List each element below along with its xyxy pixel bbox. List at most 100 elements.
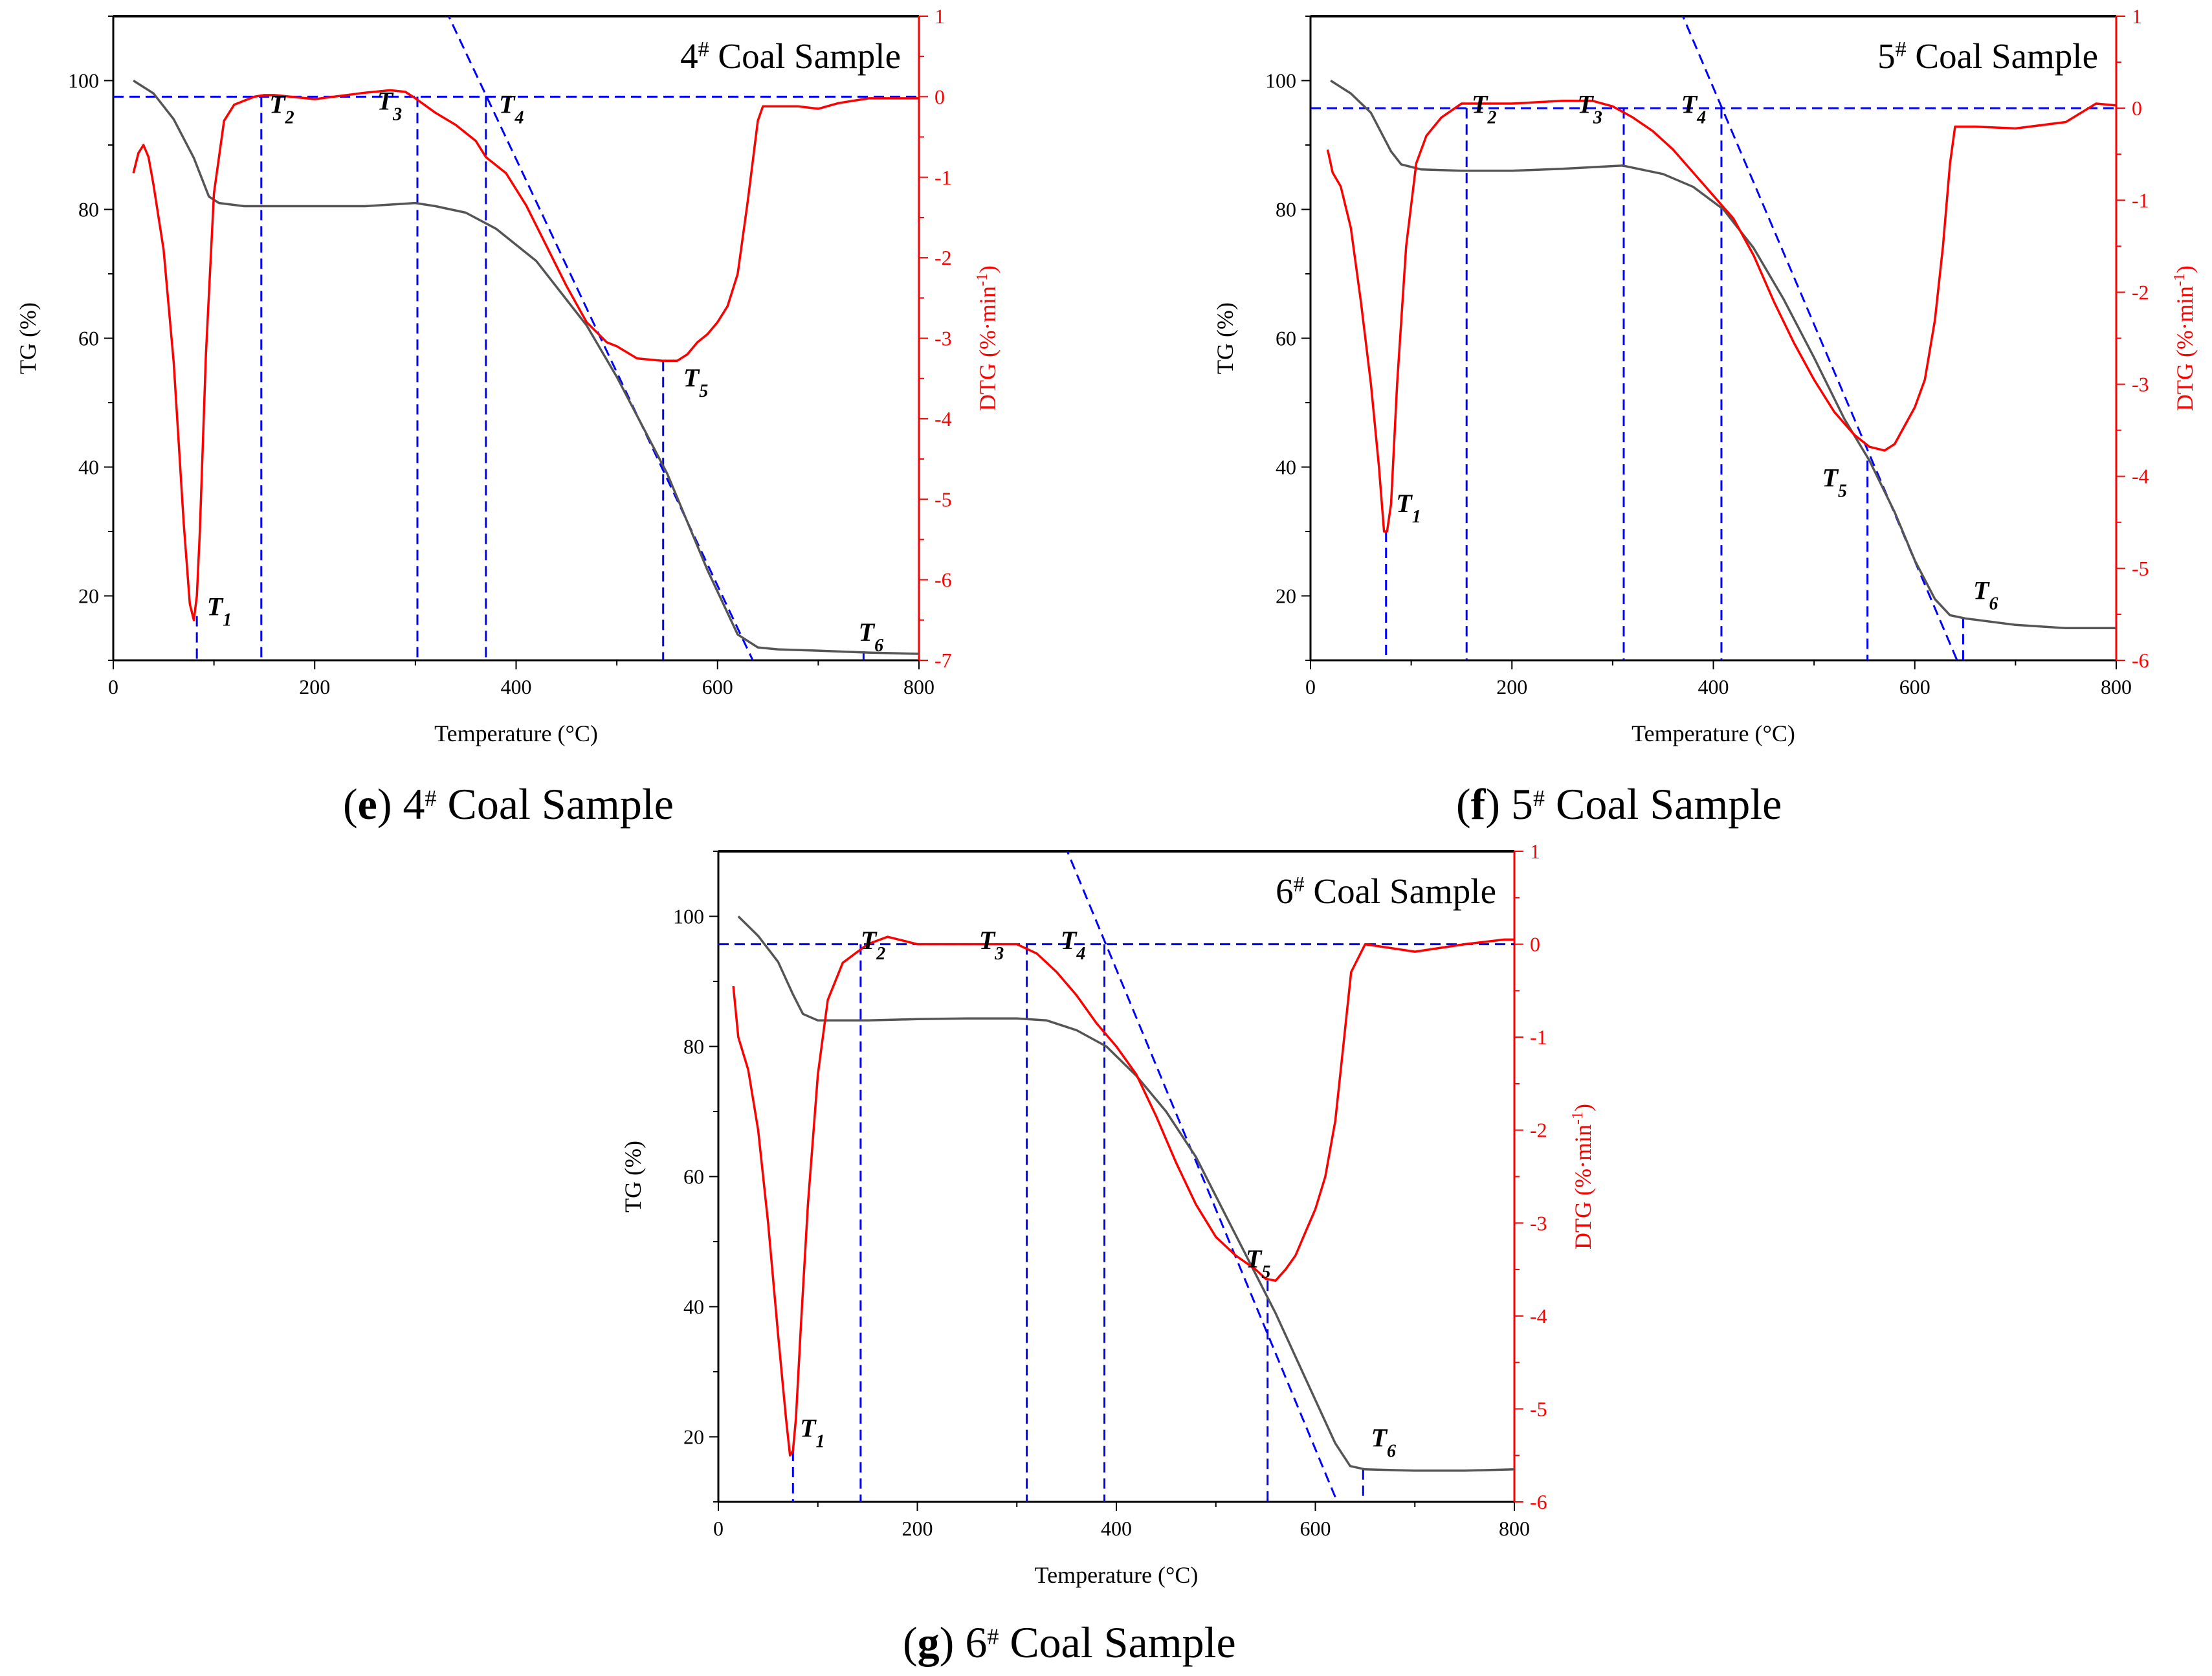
marker-t5: T5	[1822, 463, 1847, 501]
chart-panel-g: 0 200 400 600 800 20 40 60 80 100 1 0 -1 -2 -3 -4 -5 -6 Te…	[620, 840, 1596, 1588]
marker-t5: T5	[1246, 1244, 1270, 1282]
x-tick-label: 400	[501, 675, 532, 698]
dtg-tick-label: 0	[1530, 933, 1540, 956]
x-tick-label: 400	[1698, 675, 1729, 698]
dtg-tick-label: -1	[2132, 188, 2149, 212]
tg-axis-title: TG (%)	[620, 1141, 646, 1212]
caption-e: (e) 4# Coal Sample	[343, 779, 674, 829]
dtg-tick-label: -3	[2132, 373, 2149, 396]
x-tick-label: 400	[1101, 1517, 1132, 1540]
tg-tick-label: 20	[78, 585, 99, 608]
dtg-tick-label: 1	[2132, 5, 2142, 28]
x-axis-title: Temperature (°C)	[434, 721, 598, 746]
marker-t1: T1	[1396, 489, 1421, 527]
marker-t6: T6	[859, 618, 883, 656]
dtg-curve	[1326, 100, 2116, 533]
plot-area	[113, 16, 919, 660]
tg-tick-label: 60	[1276, 327, 1296, 350]
marker-t3: T3	[377, 86, 402, 124]
tg-tick-label: 60	[78, 327, 99, 350]
plot-area	[718, 851, 1514, 1502]
x-tick-label: 600	[1899, 675, 1930, 698]
marker-t4: T4	[1061, 926, 1085, 964]
dtg-tick-label: -5	[2132, 557, 2149, 580]
x-tick-label: 0	[713, 1517, 724, 1540]
marker-t5: T5	[683, 363, 708, 401]
dtg-axis-title: DTG (%·min-1)	[1569, 1104, 1596, 1249]
tg-curve	[737, 915, 1514, 1472]
x-tick-label: 800	[903, 675, 935, 698]
tg-curve	[1330, 80, 2116, 630]
marker-t6: T6	[1973, 575, 1998, 614]
dtg-tick-label: 1	[1530, 840, 1540, 863]
caption-g: (g) 6# Coal Sample	[903, 1618, 1236, 1667]
tg-tick-label: 100	[68, 69, 99, 93]
x-tick-label: 800	[1499, 1517, 1530, 1540]
dtg-tick-label: -6	[1530, 1490, 1547, 1514]
dtg-tick-label: -7	[935, 649, 952, 672]
dtg-tick-label: -6	[935, 568, 952, 592]
marker-t2: T2	[269, 89, 294, 128]
marker-t3: T3	[1577, 89, 1602, 128]
marker-t2: T2	[1472, 89, 1496, 128]
dtg-tick-label: -4	[2132, 465, 2149, 488]
plot-area	[1311, 16, 2116, 660]
chart-title: 4# Coal Sample	[680, 36, 901, 76]
dtg-tick-label: 0	[935, 85, 945, 108]
x-tick-label: 200	[1496, 675, 1527, 698]
x-axis-title: Temperature (°C)	[1035, 1562, 1199, 1588]
tg-tick-label: 20	[1276, 585, 1296, 608]
marker-t1: T1	[800, 1414, 824, 1452]
x-tick-label: 200	[902, 1517, 933, 1540]
marker-t1: T1	[207, 592, 232, 630]
x-tick-label: 200	[299, 675, 330, 698]
caption-f: (f) 5# Coal Sample	[1456, 779, 1782, 829]
tg-tick-label: 20	[683, 1425, 704, 1449]
dtg-axis-title: DTG (%·min-1)	[2171, 265, 2198, 411]
tg-tick-label: 40	[683, 1295, 704, 1319]
dtg-curve	[732, 935, 1514, 1457]
dtg-tick-label: 0	[2132, 96, 2142, 120]
dtg-tick-label: -5	[935, 487, 952, 511]
tg-axis-title: TG (%)	[15, 302, 41, 374]
chart-panel-e: 0 200 400 600 800 20 40 60 80 100 1 0 -1 -2 -3 -4 -5 -6 -7…	[15, 5, 1001, 746]
chart-panel-f: 0 200 400 600 800 20 40 60 80 100 1 0 -1 -2 -3 -4 -5 -6 Te…	[1212, 5, 2198, 746]
tangent-line	[1066, 851, 1338, 1502]
tg-tick-label: 100	[673, 905, 704, 928]
dtg-tick-label: -1	[935, 166, 952, 189]
x-tick-label: 800	[2101, 675, 2132, 698]
tg-tick-label: 60	[683, 1165, 704, 1189]
dtg-tick-label: -3	[1530, 1211, 1547, 1235]
dtg-tick-label: -1	[1530, 1025, 1547, 1049]
chart-title: 5# Coal Sample	[1877, 36, 2098, 76]
x-axis-title: Temperature (°C)	[1631, 721, 1795, 746]
tg-tick-label: 80	[683, 1035, 704, 1058]
tg-axis-title: TG (%)	[1212, 302, 1238, 374]
x-tick-label: 600	[1300, 1517, 1331, 1540]
dtg-tick-label: 1	[935, 5, 945, 28]
dtg-tick-label: -2	[1530, 1119, 1547, 1142]
marker-t3: T3	[979, 926, 1004, 964]
dtg-curve	[132, 89, 919, 621]
dtg-tick-label: -6	[2132, 649, 2149, 672]
tg-tick-label: 40	[1276, 456, 1296, 479]
dtg-tick-label: -4	[1530, 1304, 1547, 1328]
marker-t6: T6	[1371, 1424, 1396, 1462]
marker-t4: T4	[1681, 89, 1706, 128]
tg-curve	[133, 80, 919, 655]
marker-t4: T4	[499, 89, 524, 128]
dtg-tick-label: -4	[935, 407, 952, 430]
x-tick-label: 0	[1305, 675, 1316, 698]
dtg-tick-label: -3	[935, 327, 952, 350]
tg-tick-label: 80	[1276, 198, 1296, 221]
marker-t2: T2	[861, 926, 885, 964]
tg-tick-label: 80	[78, 198, 99, 221]
tg-tick-label: 100	[1265, 69, 1296, 93]
x-tick-label: 600	[702, 675, 733, 698]
tg-tick-label: 40	[78, 456, 99, 479]
dtg-tick-label: -5	[1530, 1397, 1547, 1420]
dtg-tick-label: -2	[2132, 280, 2149, 304]
chart-title: 6# Coal Sample	[1276, 871, 1496, 911]
x-tick-label: 0	[108, 675, 118, 698]
